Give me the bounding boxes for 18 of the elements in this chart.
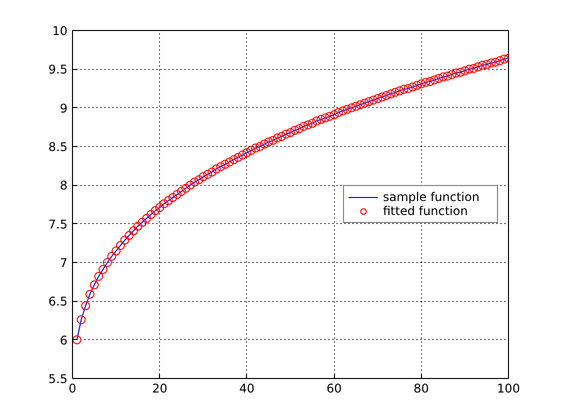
- y-tick-label: 7: [60, 256, 68, 270]
- x-tick-label: 60: [326, 382, 342, 396]
- y-tick-label: 8: [60, 178, 68, 193]
- legend-label: sample function: [383, 190, 480, 204]
- x-tick-label: 0: [68, 382, 76, 396]
- y-tick-label: 5.5: [48, 372, 68, 386]
- x-tick-label: 100: [497, 382, 520, 396]
- y-tick-label: 8.5: [48, 140, 68, 154]
- y-tick-label: 9: [60, 101, 68, 116]
- x-tick-label: 80: [414, 382, 429, 396]
- y-tick-label: 10: [52, 24, 68, 38]
- x-tick-label: 40: [239, 382, 255, 396]
- y-tick-label: 9.5: [48, 62, 68, 77]
- legend-label: fitted function: [383, 204, 469, 218]
- y-tick-label: 6.5: [48, 294, 68, 309]
- y-tick-label: 6: [60, 333, 68, 348]
- x-tick-label: 20: [152, 382, 168, 396]
- y-tick-label: 7.5: [48, 217, 68, 232]
